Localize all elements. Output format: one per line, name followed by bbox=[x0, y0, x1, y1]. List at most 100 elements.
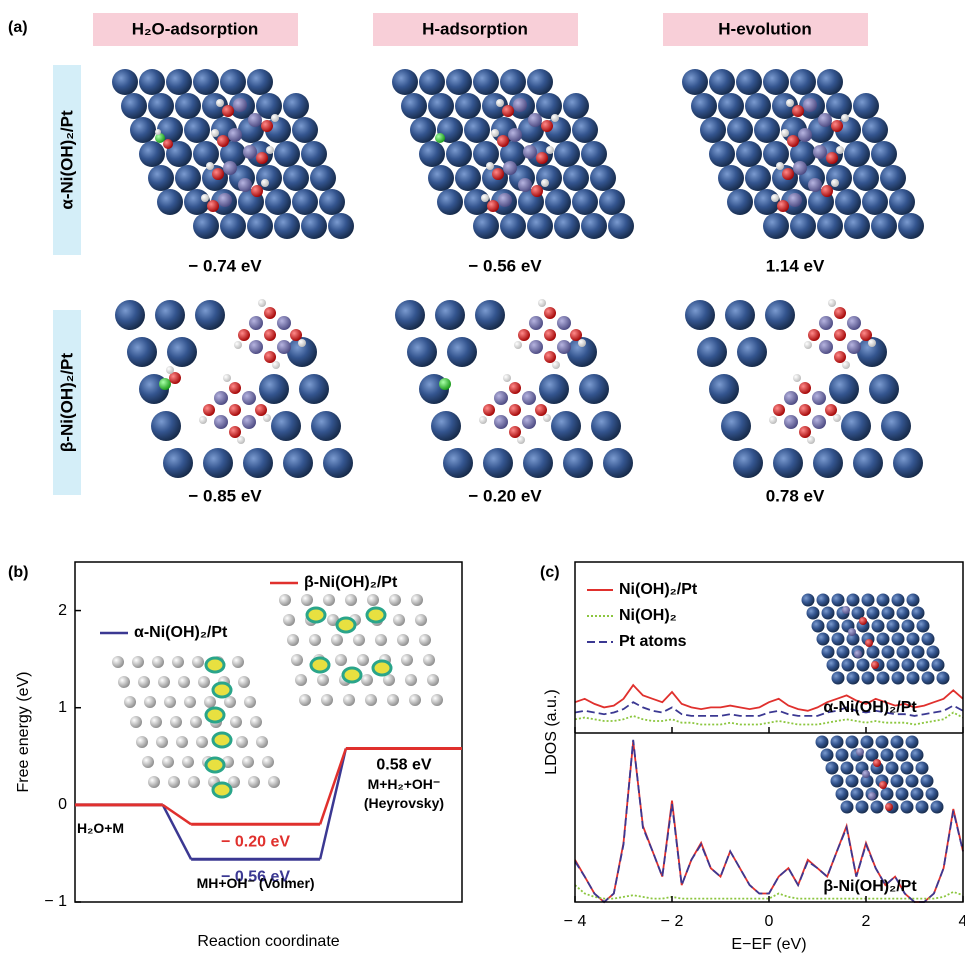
atom bbox=[115, 300, 145, 330]
atom bbox=[503, 374, 511, 382]
atom bbox=[709, 374, 739, 404]
atom bbox=[826, 152, 838, 164]
atom bbox=[479, 416, 487, 424]
category-label-box: MH+OH⁻ (Volmer) bbox=[176, 874, 336, 918]
atom bbox=[238, 329, 250, 341]
atom bbox=[195, 300, 225, 330]
atom bbox=[599, 189, 625, 215]
atom bbox=[249, 316, 263, 330]
atom bbox=[292, 117, 318, 143]
atom bbox=[844, 213, 870, 239]
atom bbox=[258, 299, 266, 307]
atom bbox=[821, 749, 834, 762]
atom bbox=[139, 69, 165, 95]
atom bbox=[862, 770, 870, 778]
atom bbox=[518, 178, 532, 192]
atom bbox=[812, 620, 825, 633]
atom bbox=[243, 145, 257, 159]
atom bbox=[299, 374, 329, 404]
atom bbox=[807, 436, 815, 444]
legend-label: Ni(OH)₂/Pt bbox=[619, 581, 698, 598]
atom bbox=[345, 594, 357, 606]
atom bbox=[782, 168, 794, 180]
atom bbox=[494, 415, 508, 429]
x-tick-label: − 2 bbox=[661, 913, 684, 930]
atom bbox=[854, 650, 862, 658]
atom bbox=[763, 69, 789, 95]
atom bbox=[419, 634, 431, 646]
atom bbox=[223, 161, 237, 175]
atom bbox=[733, 448, 763, 478]
atom bbox=[776, 162, 784, 170]
atom bbox=[896, 788, 909, 801]
atom bbox=[212, 168, 224, 180]
atom bbox=[175, 165, 201, 191]
atom bbox=[700, 117, 726, 143]
atom bbox=[544, 329, 556, 341]
adsorption-energy: − 0.85 eV bbox=[188, 486, 262, 505]
atom bbox=[514, 341, 522, 349]
atom bbox=[832, 594, 845, 607]
atom bbox=[222, 105, 234, 117]
atom bbox=[803, 98, 817, 112]
atom bbox=[727, 117, 753, 143]
atom bbox=[551, 411, 581, 441]
atom bbox=[148, 165, 174, 191]
atom bbox=[841, 762, 854, 775]
page: (a)H₂O-adsorptionH-adsorptionH-evolution… bbox=[0, 0, 965, 955]
atom bbox=[901, 801, 914, 814]
atom bbox=[911, 788, 924, 801]
atom bbox=[881, 788, 894, 801]
atom bbox=[892, 594, 905, 607]
atom bbox=[389, 594, 401, 606]
atom bbox=[494, 391, 508, 405]
atom bbox=[546, 146, 554, 154]
atom bbox=[792, 105, 804, 117]
atom bbox=[464, 117, 490, 143]
atom bbox=[407, 337, 437, 367]
atom bbox=[557, 340, 571, 354]
atom bbox=[787, 135, 799, 147]
atom bbox=[242, 756, 254, 768]
atom bbox=[912, 646, 925, 659]
atom bbox=[290, 329, 302, 341]
atom bbox=[483, 404, 495, 416]
adsorption-energy: 0.78 eV bbox=[766, 486, 825, 505]
atom bbox=[868, 339, 876, 347]
atom bbox=[911, 749, 924, 762]
atom bbox=[912, 607, 925, 620]
atom bbox=[151, 411, 181, 441]
x-tick-label: 2 bbox=[862, 913, 871, 930]
atom bbox=[498, 193, 512, 207]
atom bbox=[817, 69, 843, 95]
atom bbox=[259, 374, 289, 404]
atom bbox=[287, 634, 299, 646]
charge-density bbox=[213, 783, 231, 797]
atom bbox=[856, 801, 869, 814]
atom bbox=[736, 141, 762, 167]
atom bbox=[554, 213, 580, 239]
atom bbox=[859, 617, 867, 625]
atom bbox=[877, 672, 890, 685]
atom bbox=[541, 120, 553, 132]
atom bbox=[233, 98, 247, 112]
atom bbox=[166, 366, 174, 374]
atom bbox=[309, 634, 321, 646]
atom bbox=[464, 189, 490, 215]
value-label: 0.58 eV bbox=[376, 757, 431, 774]
category-label-box: M+H₂+OH⁻ (Heyrovsky) bbox=[339, 775, 469, 819]
atom bbox=[842, 659, 855, 672]
atom bbox=[529, 340, 543, 354]
atom bbox=[837, 646, 850, 659]
atom bbox=[206, 162, 214, 170]
atom bbox=[492, 168, 504, 180]
atom bbox=[591, 411, 621, 441]
atom bbox=[790, 213, 816, 239]
charge-density bbox=[206, 658, 224, 672]
atom bbox=[473, 141, 499, 167]
atom bbox=[229, 404, 241, 416]
atom bbox=[405, 674, 417, 686]
atom bbox=[828, 299, 836, 307]
atom bbox=[279, 594, 291, 606]
atom bbox=[264, 307, 276, 319]
